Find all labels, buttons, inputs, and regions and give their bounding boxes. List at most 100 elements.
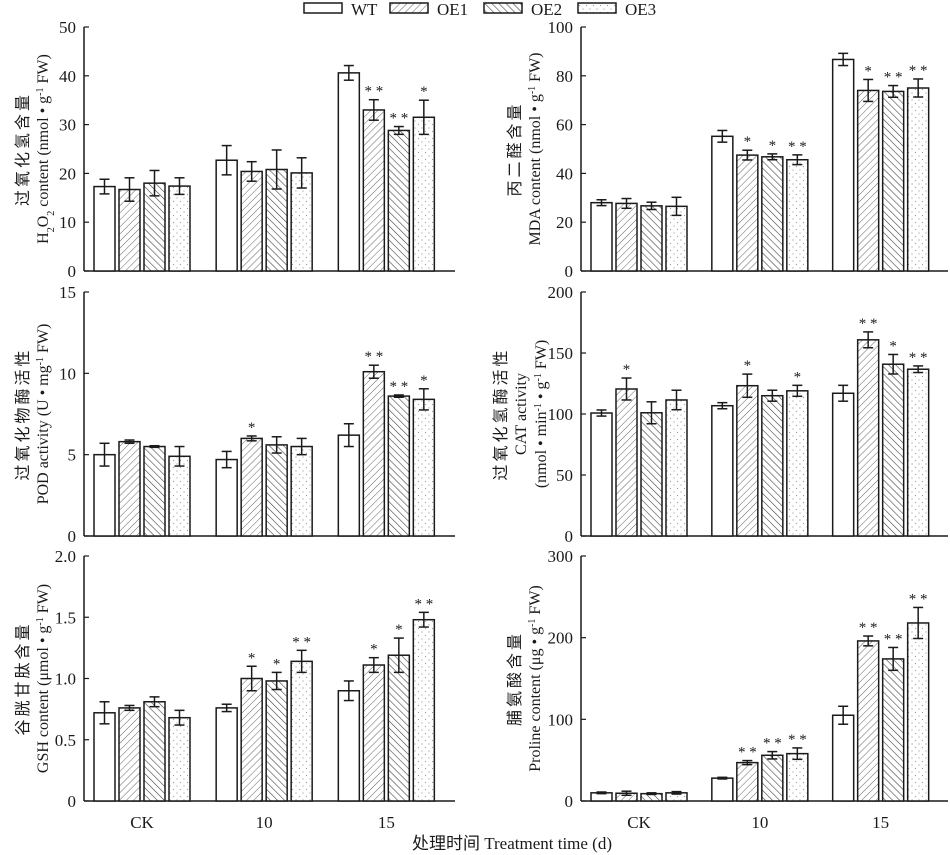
panel-gsh: 0 0.5 1.0 1.5 2.0 CK * * * * 10 * * * * 15 谷胱甘肽含量 GSH c… <box>14 547 455 832</box>
bar-wt-ck <box>590 412 613 537</box>
bar-wt-ck <box>93 712 116 802</box>
bar-oe2-10 <box>761 156 784 272</box>
legend-item-oe2: OE2 <box>483 0 562 19</box>
y-axis-title-en: POD activity (U • mg-1 FW) <box>35 324 53 505</box>
significance-label: * * <box>884 70 903 86</box>
y-axis-title-part: -1 <box>35 617 46 625</box>
significance-label: * * <box>364 349 383 365</box>
y-axis-title-part: H <box>35 232 52 244</box>
bar-oe1-15 <box>362 109 386 272</box>
y-tick-label: 60 <box>556 116 573 135</box>
bar-wt-10 <box>215 159 238 272</box>
significance-label: * * <box>389 379 408 395</box>
significance-label: * <box>769 138 777 154</box>
y-tick-label: 100 <box>548 18 574 37</box>
bar-oe3-10 <box>290 445 313 537</box>
bar-oe3-10 <box>786 752 809 802</box>
y-tick-label: 0 <box>68 527 77 546</box>
y-tick-label: 150 <box>548 344 574 363</box>
significance-label: * * <box>884 631 903 647</box>
y-tick-label: 0 <box>565 792 574 811</box>
bar-wt-10 <box>215 707 238 802</box>
y-axis-title-part: FW) <box>35 54 52 87</box>
bar-oe3-15 <box>906 87 930 272</box>
y-tick-label: 100 <box>548 405 574 424</box>
y-axis-title-part: GSH content (μmol • g <box>35 626 52 774</box>
y-axis-title-part: POD activity (U • mg <box>35 365 52 504</box>
y-axis-title-part: 2 <box>46 211 57 216</box>
legend-item-oe3: OE3 <box>577 0 656 19</box>
bar-oe1-10 <box>736 154 759 272</box>
bar-oe3-15 <box>412 398 436 537</box>
significance-label: * * <box>788 139 807 155</box>
significance-label: * <box>794 369 802 385</box>
significance-label: * * <box>414 596 433 612</box>
x-tick-label-15: 15 <box>378 813 395 832</box>
y-axis-title-part: FW) <box>35 584 52 617</box>
y-axis-title-en: GSH content (μmol • g-1 FW) <box>35 584 53 773</box>
x-axis-title: 处理时间 Treatment time (d) <box>412 834 612 853</box>
bar-wt-15 <box>831 714 855 802</box>
y-axis-title-part: 2 <box>46 227 57 232</box>
y-axis-title-en: CAT activity <box>513 373 530 455</box>
bar-oe2-15 <box>387 129 411 272</box>
bar-oe2-15 <box>881 90 905 272</box>
y-axis-title: 过氧化物酶活性 POD activity (U • mg-1 FW) <box>14 324 52 505</box>
panel-cat: 0 50 100 150 200 * * * * * * * * 过氧化氢酶活性 CAT activit… <box>492 283 948 546</box>
significance-label: * <box>623 362 631 378</box>
bar-oe1-10 <box>736 384 759 537</box>
bar-oe1-15 <box>856 89 880 272</box>
y-axis-title-part: (nmol • min <box>533 411 550 488</box>
y-tick-label: 80 <box>556 67 573 86</box>
y-tick-label: 40 <box>59 67 76 86</box>
significance-label: * <box>248 650 256 666</box>
y-tick-label: 0.5 <box>55 731 76 750</box>
bar-oe3-10 <box>290 660 313 802</box>
bar-wt-15 <box>337 690 361 802</box>
bar-oe1-ck <box>615 388 638 537</box>
significance-label: * * <box>788 732 807 748</box>
x-tick-label-ck: CK <box>627 813 651 832</box>
y-tick-label: 15 <box>59 283 76 302</box>
bar-oe1-15 <box>362 370 386 537</box>
bar-oe3-15 <box>412 618 436 802</box>
significance-label: * <box>864 63 872 79</box>
y-axis-title-part: • g <box>533 382 550 404</box>
significance-label: * * <box>859 316 878 332</box>
bar-oe1-10 <box>736 761 759 802</box>
significance-label: * <box>744 134 752 150</box>
bar-oe2-10 <box>265 680 288 802</box>
y-axis-title-part: -1 <box>527 619 538 627</box>
panel-mda: 0 20 40 60 80 100 * * * * * * * * * 丙二醛含量 MDA content… <box>506 18 948 281</box>
y-tick-label: 40 <box>556 164 573 183</box>
y-tick-label: 20 <box>556 213 573 232</box>
significance-label: * <box>420 373 428 389</box>
bar-oe1-10 <box>240 677 263 802</box>
y-tick-label: 5 <box>68 446 77 465</box>
bar-oe2-15 <box>387 654 411 802</box>
bar-oe1-ck <box>615 202 638 272</box>
significance-label: * <box>395 622 403 638</box>
y-axis-title-part: FW) <box>527 585 544 618</box>
bar-wt-15 <box>831 58 855 272</box>
bar-wt-ck <box>590 201 613 272</box>
x-tick-label-ck: CK <box>130 813 154 832</box>
significance-label: * * <box>909 591 928 607</box>
y-tick-label: 0 <box>565 262 574 281</box>
bar-oe2-15 <box>881 658 905 802</box>
bar-wt-ck <box>93 185 116 272</box>
significance-label: * * <box>763 736 782 752</box>
y-axis-title-cn: 过氧化物酶活性 <box>14 347 32 480</box>
y-tick-label: 200 <box>548 283 574 302</box>
y-axis-title-cn: 过氧化氢酶活性 <box>492 347 510 480</box>
legend-label-wt: WT <box>351 0 378 19</box>
y-axis-title-part: MDA content (nmol • g <box>527 94 544 245</box>
bar-wt-10 <box>711 777 734 802</box>
bar-oe2-ck <box>143 701 166 802</box>
bar-wt-15 <box>337 72 361 272</box>
y-tick-label: 200 <box>548 629 574 648</box>
legend-item-oe1: OE1 <box>389 0 468 19</box>
bar-oe3-15 <box>412 116 436 272</box>
